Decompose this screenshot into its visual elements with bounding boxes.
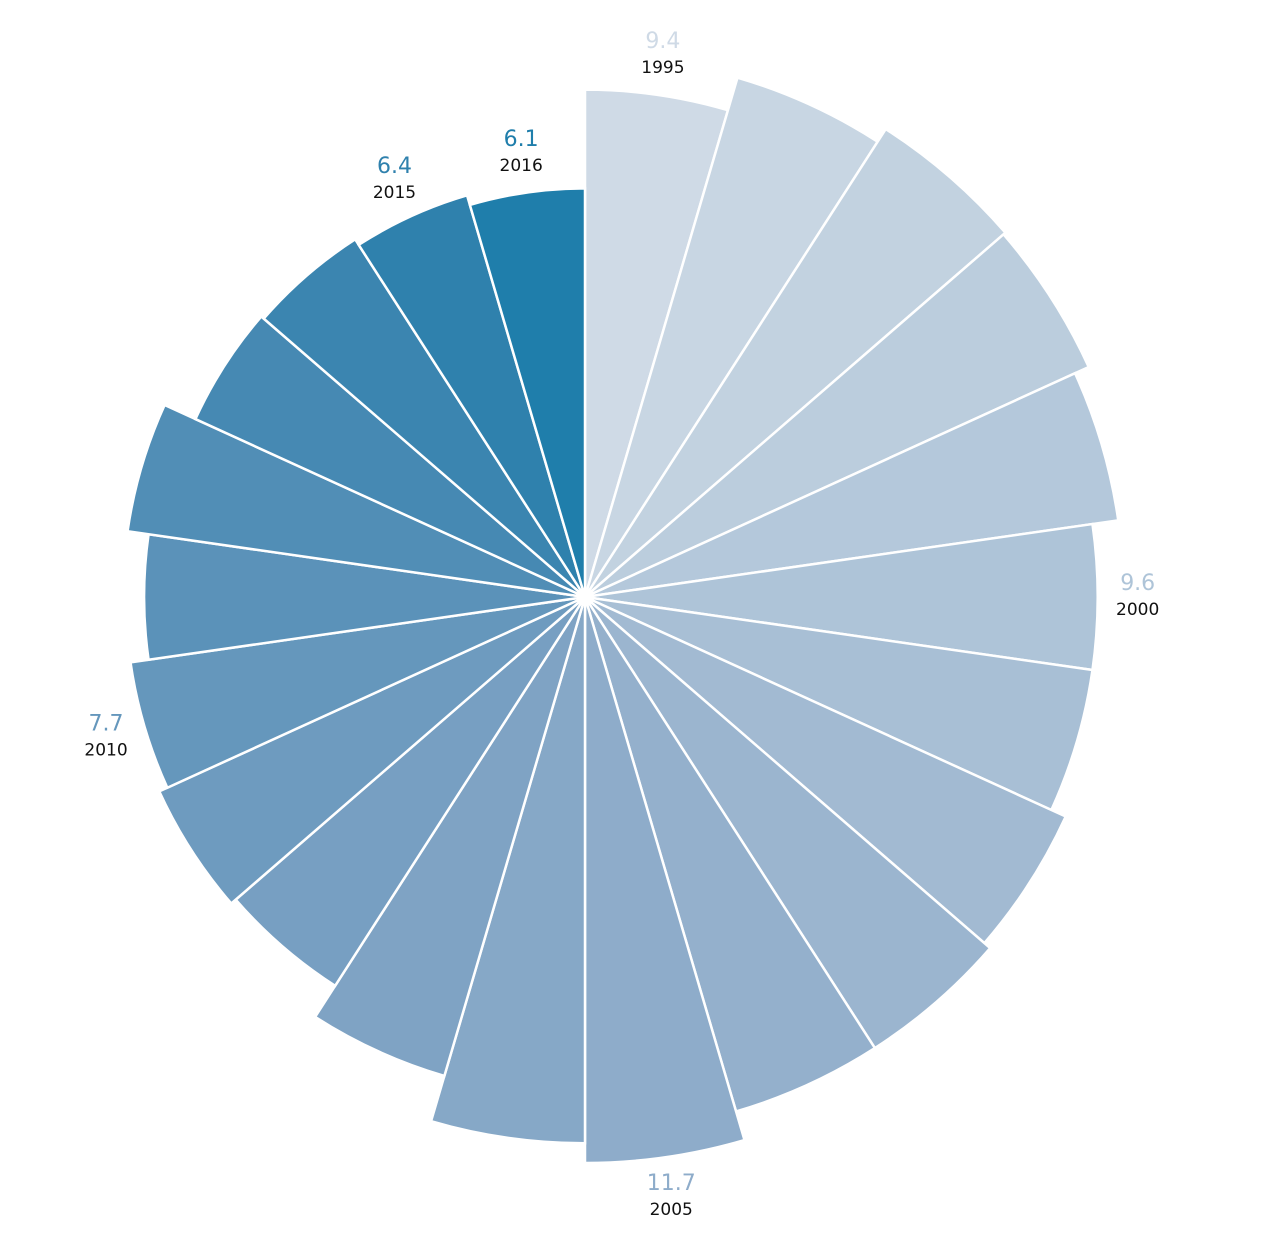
wedge xyxy=(356,193,587,598)
wedge xyxy=(126,403,586,599)
year-label: 2005 xyxy=(650,1200,693,1220)
value-label: 11.7 xyxy=(647,1171,696,1196)
wedge xyxy=(193,314,586,599)
wedge xyxy=(583,596,747,1165)
year-label: 2015 xyxy=(373,183,416,203)
wedge xyxy=(583,127,1008,598)
value-label: 6.1 xyxy=(504,127,539,152)
value-label: 9.4 xyxy=(645,29,680,54)
wedge xyxy=(429,596,587,1145)
wedge xyxy=(584,371,1120,599)
year-label: 2000 xyxy=(1116,600,1159,620)
value-label: 6.4 xyxy=(377,154,412,179)
wedge xyxy=(261,237,587,598)
wedge xyxy=(468,187,587,598)
wedge xyxy=(157,595,586,906)
year-label: 1995 xyxy=(641,58,684,78)
value-label: 7.7 xyxy=(89,712,124,737)
wedge xyxy=(129,595,586,790)
wedge xyxy=(584,232,1091,599)
value-label: 9.6 xyxy=(1120,571,1155,596)
year-label: 2010 xyxy=(84,741,127,761)
wedge xyxy=(313,596,587,1078)
year-label: 2016 xyxy=(500,156,543,176)
